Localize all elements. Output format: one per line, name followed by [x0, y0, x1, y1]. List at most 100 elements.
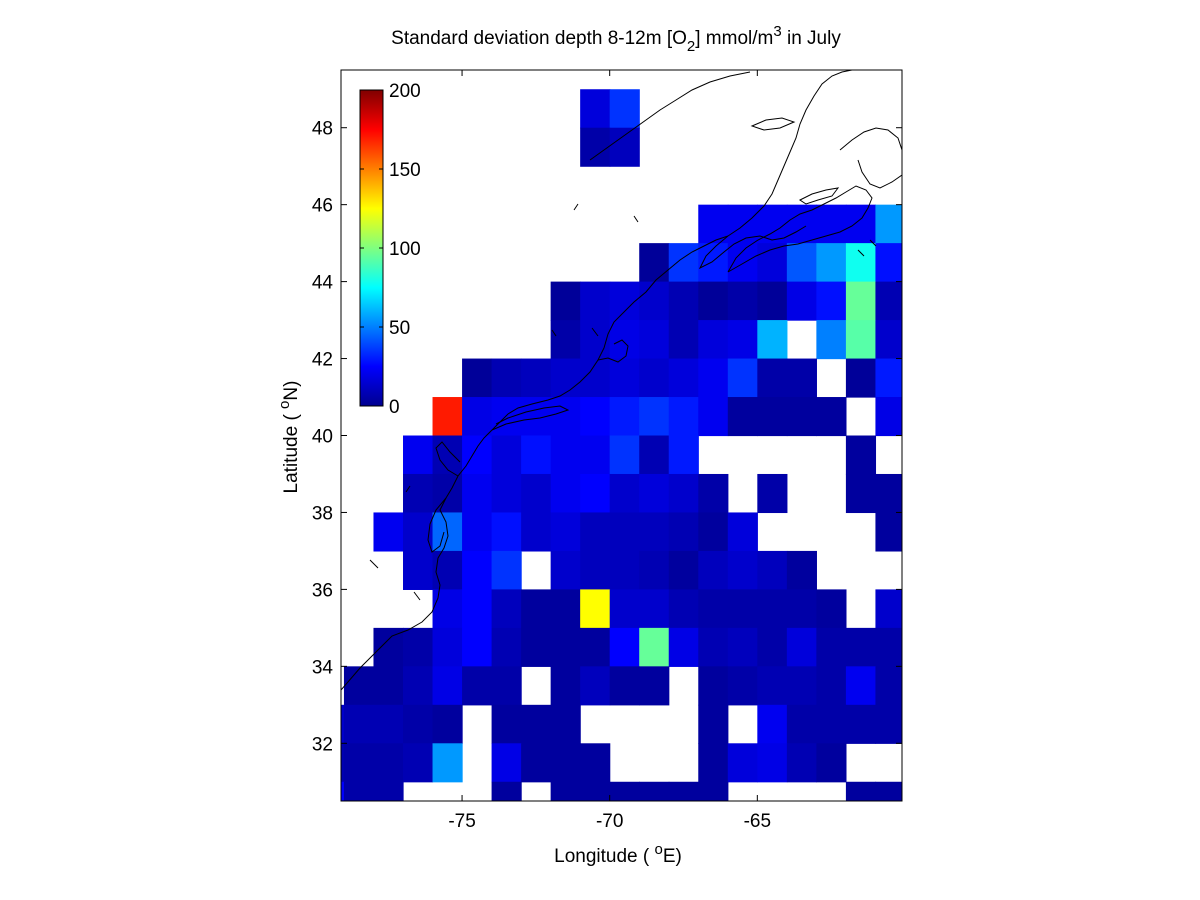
heatmap-cell: [639, 320, 670, 360]
coastline-anticosti: [750, 117, 796, 131]
heatmap-cell: [432, 627, 463, 667]
heatmap-cell: [343, 666, 375, 706]
heatmap-cell: [727, 589, 758, 629]
heatmap-cell: [639, 512, 670, 552]
heatmap-cell: [609, 512, 640, 552]
heatmap-cell: [816, 589, 847, 629]
heatmap-cell: [609, 358, 640, 398]
heatmap-cell: [845, 473, 877, 514]
colorbar-ticks: 0 50 100 150 200: [360, 81, 421, 418]
heatmap-cell: [786, 397, 817, 437]
heatmap-cell: [875, 781, 902, 801]
heatmap-cell: [580, 320, 611, 360]
y-tick-label: 32: [312, 734, 333, 755]
colorbar-tick-label: 50: [389, 318, 410, 339]
heatmap-cell: [875, 281, 902, 321]
heatmap-cell: [639, 589, 670, 629]
heatmap-cell: [432, 435, 463, 475]
heatmap-cell: [668, 550, 699, 590]
heatmap-cell: [373, 743, 404, 783]
heatmap-cell: [550, 473, 581, 514]
heatmap-cell: [580, 435, 611, 475]
heatmap-cell: [373, 704, 404, 744]
heatmap-cell: [727, 320, 758, 360]
x-tick-label: -75: [448, 811, 475, 832]
heatmap-cell: [550, 435, 581, 475]
heatmap-cell: [875, 204, 902, 244]
heatmap-cell: [550, 281, 581, 321]
heatmap-cell: [550, 781, 581, 801]
x-axis: -75 -70 -65: [448, 70, 771, 832]
heatmap-cell: [845, 627, 877, 667]
heatmap-cell: [845, 320, 877, 360]
heatmap-cell: [491, 704, 522, 744]
heatmap-cell: [845, 204, 877, 244]
heatmap-cell: [816, 627, 847, 667]
heatmap-cell: [521, 473, 552, 514]
coastline-delaware: [435, 441, 461, 477]
heatmap-cell: [757, 704, 788, 744]
heatmap-cell: [727, 243, 758, 283]
coastline-us-east: [341, 235, 729, 691]
heatmap-cell: [491, 627, 522, 667]
heatmap-cell: [341, 743, 345, 783]
coastline-pei: [799, 187, 840, 205]
heatmap-cell: [668, 435, 699, 475]
heatmap-cell: [698, 589, 729, 629]
heatmap-cell: [845, 358, 877, 398]
heatmap-cell: [639, 666, 670, 706]
heatmap-cell: [786, 243, 817, 283]
heatmap-cell: [432, 550, 463, 590]
heatmap-cell: [432, 589, 463, 629]
heatmap-cell: [727, 281, 758, 321]
heatmap-cell: [639, 358, 670, 398]
heatmap-cell: [550, 397, 581, 437]
heatmap-cell: [786, 743, 817, 783]
heatmap-cell: [550, 358, 581, 398]
y-axis-label: Latitude ( oN): [276, 381, 302, 494]
heatmap-cell: [875, 473, 902, 514]
y-tick-label: 48: [312, 119, 333, 140]
heatmap-cell: [757, 666, 788, 706]
heatmap-cell: [521, 512, 552, 552]
coastline-nova-scotia: [727, 185, 873, 273]
heatmap-cell: [491, 743, 522, 783]
heatmap-cell: [698, 704, 729, 744]
heatmap-cell: [462, 550, 493, 590]
coastline-cape-cod: [597, 339, 629, 363]
heatmap-cell: [462, 589, 493, 629]
heatmap-cell: [521, 743, 552, 783]
heatmap-cell: [609, 320, 640, 360]
heatmap-cell: [698, 743, 729, 783]
heatmap-cell: [845, 435, 877, 475]
heatmap-cell: [550, 704, 581, 744]
heatmap-cell: [668, 397, 699, 437]
heatmap-cell: [341, 704, 345, 744]
heatmap-cell: [845, 781, 877, 801]
heatmap-cell: [432, 666, 463, 706]
heatmap-cell: [491, 550, 522, 590]
heatmap-cell: [845, 666, 877, 706]
heatmap-cell: [462, 358, 493, 398]
y-tick-label: 42: [312, 350, 333, 371]
heatmap-cell: [491, 589, 522, 629]
heatmap-cell: [757, 473, 788, 514]
y-tick-label: 34: [312, 657, 334, 678]
heatmap-cell: [786, 204, 817, 244]
heatmap-cell: [668, 781, 699, 801]
heatmap-cell: [668, 320, 699, 360]
heatmap-cell: [786, 627, 817, 667]
heatmap-cells: [341, 89, 902, 801]
heatmap-cell: [580, 781, 611, 801]
heatmap-cell: [668, 473, 699, 514]
heatmap-cell: [403, 512, 434, 552]
heatmap-cell: [609, 473, 640, 514]
heatmap-cell: [816, 320, 847, 360]
heatmap-cell: [875, 627, 902, 667]
coastline-gulf-stlawrence: [727, 70, 853, 237]
y-tick-label: 38: [312, 503, 333, 524]
colorbar-tick-label: 0: [389, 397, 400, 418]
heatmap-cell: [875, 589, 902, 629]
heatmap-cell: [521, 358, 552, 398]
